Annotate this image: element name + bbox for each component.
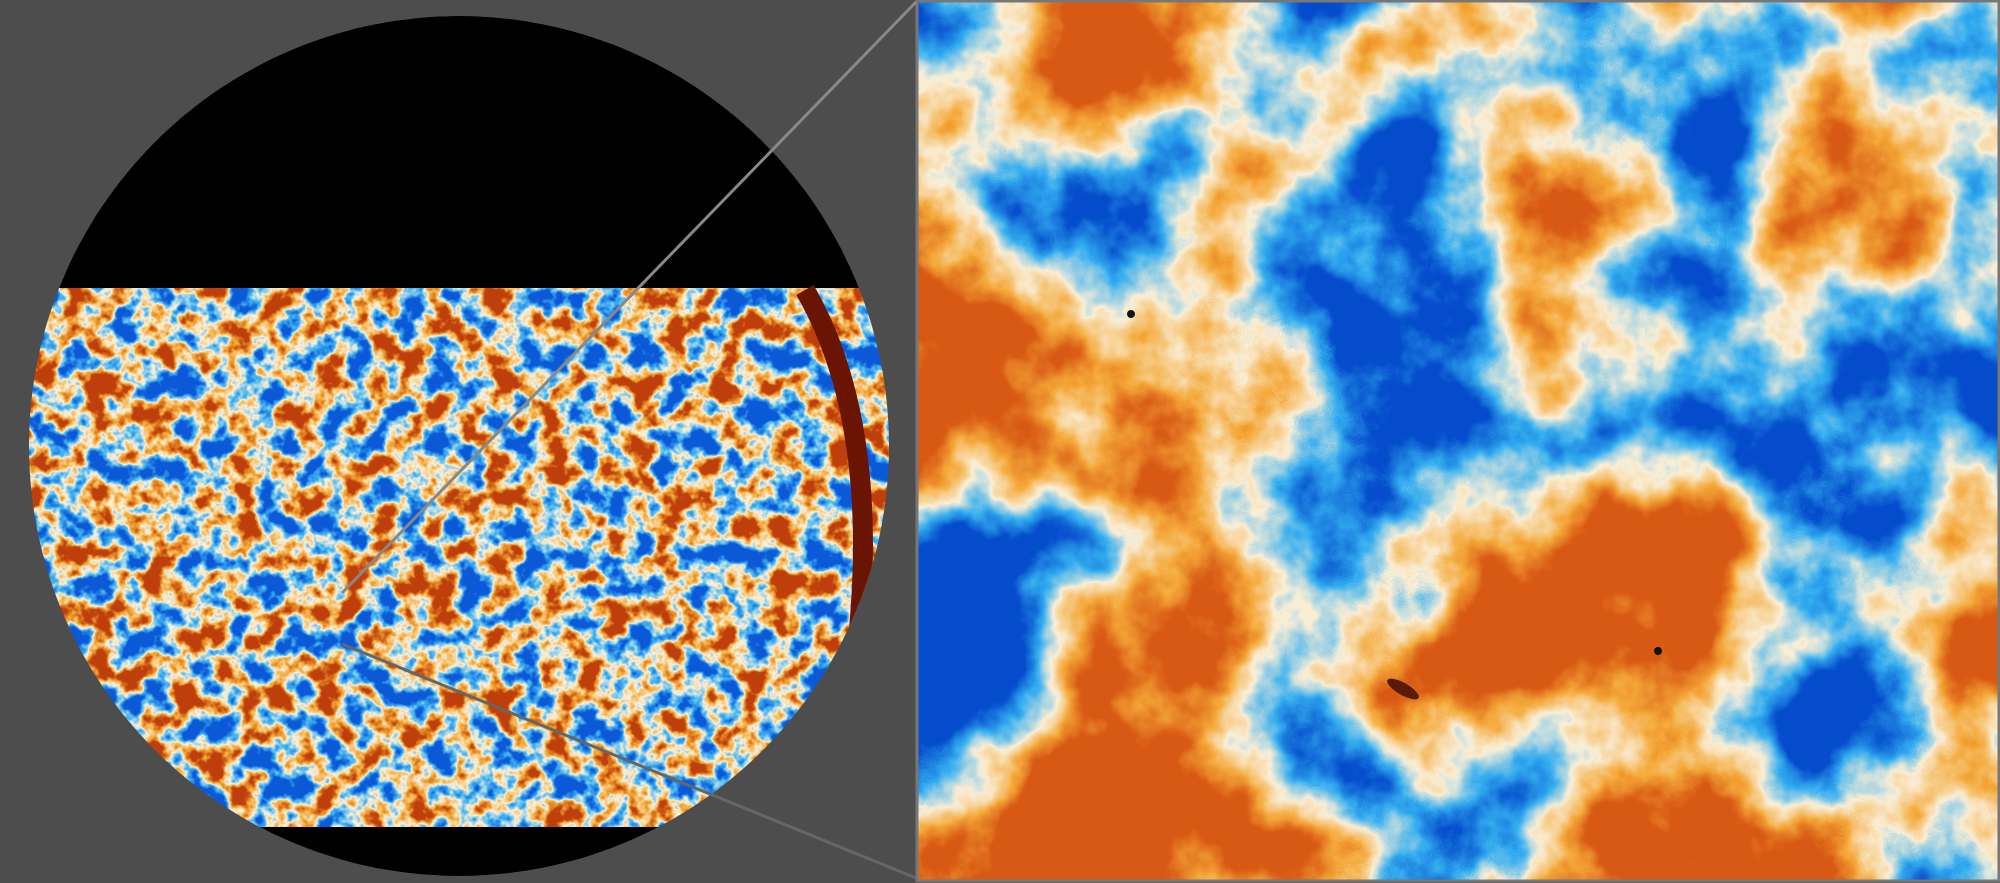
zoom-frame: [915, 0, 2000, 883]
zoom-line-top: [340, 0, 918, 595]
zoomed-map: [917, 1, 1999, 881]
point-source: [1387, 678, 1419, 700]
point-source: [1127, 310, 1135, 318]
point-source: [1654, 647, 1662, 655]
galactic-plane: [796, 285, 873, 641]
zoom-line-bottom: [341, 642, 917, 880]
